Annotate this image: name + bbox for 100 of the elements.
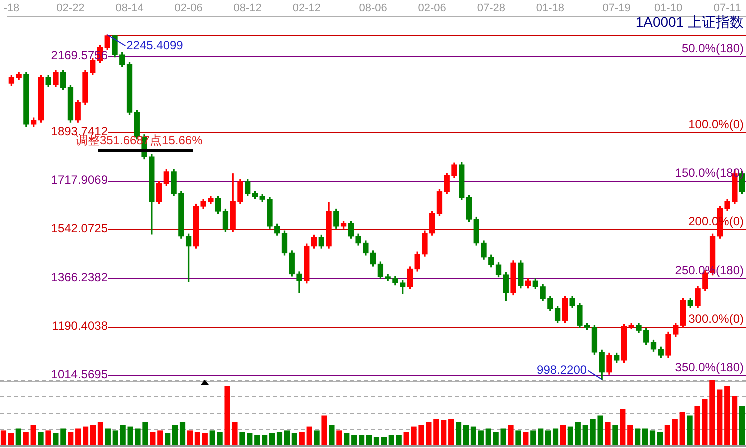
- x-tick-label: 02-22: [56, 2, 85, 15]
- bar: [269, 433, 276, 445]
- bar: [620, 409, 626, 445]
- x-tick-label: 02-06: [174, 2, 203, 15]
- annotation: 100.0%(0): [688, 118, 744, 132]
- bar: [112, 430, 118, 445]
- annotation: 300.0%(0): [688, 312, 744, 326]
- bar: [642, 428, 648, 445]
- bar: [388, 435, 394, 445]
- bar: [717, 390, 723, 445]
- bar: [657, 432, 664, 445]
- x-tick-label: 07-11: [714, 2, 742, 15]
- y-tick-label: 1717.9069: [51, 173, 108, 188]
- x-tick-label: 07-19: [602, 2, 631, 15]
- annotation: 2245.4099: [126, 38, 184, 52]
- bar: [68, 432, 74, 445]
- bar: [687, 416, 693, 445]
- chart-title: 1A0001 上证指数: [636, 14, 744, 32]
- bar: [568, 426, 574, 445]
- x-tick-label: 08-06: [359, 2, 388, 15]
- bar: [284, 430, 290, 445]
- bar: [90, 426, 96, 445]
- bar: [441, 420, 447, 445]
- bar: [552, 428, 559, 445]
- bar: [486, 428, 492, 445]
- annotation: 50.0%(180): [682, 41, 744, 56]
- bar: [635, 428, 641, 445]
- bar: [500, 428, 506, 445]
- bar: [456, 422, 462, 445]
- x-tick-label: 02-12: [292, 2, 321, 15]
- bar: [76, 428, 82, 445]
- bar: [508, 426, 514, 445]
- bar: [582, 426, 588, 445]
- bar: [366, 435, 372, 445]
- annotation: 350.0%(180): [675, 360, 744, 375]
- bar: [105, 428, 111, 445]
- bar: [314, 430, 320, 445]
- bar: [448, 419, 454, 445]
- bar: [158, 430, 164, 445]
- bar: [560, 426, 566, 445]
- bar: [187, 430, 194, 445]
- bar: [202, 433, 208, 445]
- bar: [8, 433, 14, 445]
- bar: [276, 432, 283, 445]
- bar: [628, 426, 634, 445]
- bar: [180, 422, 186, 445]
- bar: [463, 426, 470, 445]
- bar: [322, 416, 328, 445]
- bar: [30, 426, 36, 445]
- bar: [478, 430, 484, 445]
- bar: [359, 435, 365, 445]
- bar: [306, 426, 312, 445]
- bar: [546, 430, 552, 445]
- y-tick-label: 1014.5695: [51, 368, 108, 382]
- bar: [194, 432, 200, 445]
- y-tick-label: 1366.2382: [51, 270, 108, 284]
- bar: [538, 428, 544, 445]
- bar: [254, 435, 260, 445]
- bar: [172, 426, 178, 445]
- bar: [23, 432, 29, 445]
- bar: [247, 433, 253, 445]
- bar: [374, 437, 380, 445]
- bar: [470, 426, 477, 445]
- y-tick-label: 1542.0725: [51, 222, 108, 236]
- bar: [530, 430, 536, 445]
- bar: [605, 422, 611, 445]
- bar: [120, 426, 126, 445]
- bar: [299, 432, 305, 445]
- bar: [344, 433, 350, 445]
- x-tick-label: 08-14: [116, 2, 144, 15]
- bar: [329, 426, 335, 445]
- y-tick-label: 1190.4038: [52, 318, 108, 333]
- bar: [336, 430, 342, 445]
- bar: [210, 430, 216, 445]
- bar: [98, 422, 104, 445]
- bar: [732, 396, 738, 445]
- bar: [575, 422, 581, 445]
- bar: [672, 419, 678, 445]
- bar: [150, 432, 156, 445]
- bar: [82, 426, 89, 445]
- x-tick-label: 08-12: [234, 2, 262, 15]
- bar: [352, 435, 358, 445]
- bar: [16, 428, 22, 445]
- x-tick-label: 02-06: [418, 2, 446, 15]
- bar: [38, 432, 44, 445]
- x-tick-label: 07-28: [477, 2, 506, 15]
- x-tick-label: -18: [4, 2, 20, 15]
- x-tick-label: 01-10: [654, 2, 683, 15]
- bar: [724, 386, 730, 445]
- bar: [739, 406, 746, 445]
- bar: [240, 432, 246, 445]
- bar: [612, 426, 618, 445]
- bar: [53, 433, 59, 445]
- bar: [165, 433, 171, 445]
- bar: [262, 435, 268, 445]
- annotation: 998.2200: [537, 363, 588, 378]
- x-tick-label: 01-18: [536, 2, 564, 15]
- bar: [396, 435, 402, 445]
- bar: [650, 430, 656, 445]
- bar: [60, 428, 66, 445]
